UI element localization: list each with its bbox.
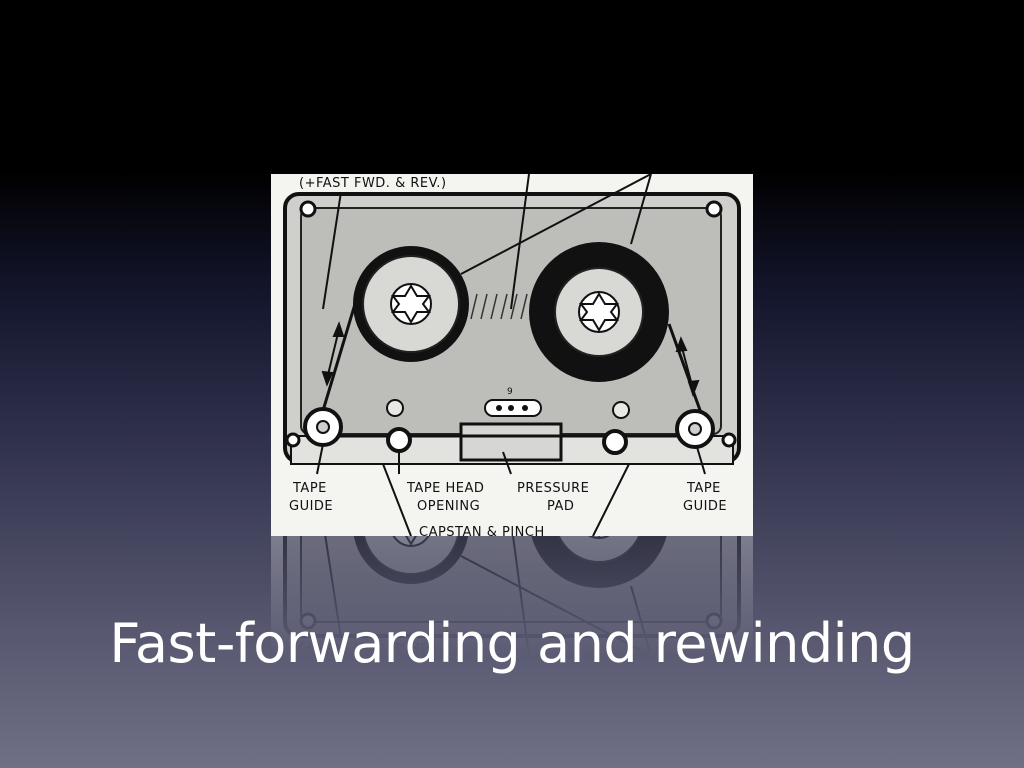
screw bbox=[299, 612, 317, 630]
cassette-diagram: 9 (+FAST FWD. & REV.) TAPE GUIDE TAPE HE… bbox=[271, 174, 753, 536]
diagram-reflection-copy: 9 (+FAST FWD. & REV.) TAPE GUIDE TAPE HE… bbox=[271, 536, 753, 656]
cassette-window bbox=[300, 536, 722, 623]
cassette-shell bbox=[283, 536, 741, 638]
screw bbox=[285, 432, 301, 448]
right-guide-label-line1: TAPE bbox=[686, 481, 721, 496]
left-tape-guide bbox=[303, 407, 343, 447]
tape-head-opening-label-line2: OPENING bbox=[417, 499, 480, 514]
screw bbox=[705, 200, 723, 218]
head-opening-frame bbox=[459, 422, 563, 462]
center-slot-dot bbox=[522, 405, 528, 411]
pointer-lines bbox=[316, 174, 706, 536]
center-slot-dot bbox=[496, 405, 502, 411]
window-hatching bbox=[470, 293, 528, 320]
pressure-pad-label-line1: PRESSURE bbox=[517, 481, 589, 496]
left-capstan-hole bbox=[386, 427, 412, 453]
screw bbox=[705, 612, 723, 630]
left-reel bbox=[353, 246, 469, 362]
top-label: (+FAST FWD. & REV.) bbox=[299, 176, 447, 191]
right-reel bbox=[529, 242, 669, 382]
pointer-lines bbox=[324, 536, 652, 656]
screw bbox=[299, 200, 317, 218]
left-reel bbox=[353, 536, 469, 584]
capstan-label: CAPSTAN & PINCH bbox=[419, 525, 545, 536]
cassette-diagram-reflection-svg: 9 (+FAST FWD. & REV.) TAPE GUIDE TAPE HE… bbox=[283, 536, 741, 656]
pressure-pad-label-line2: PAD bbox=[547, 499, 574, 514]
screw bbox=[721, 432, 737, 448]
top-label: (+FAST FWD. & REV.) bbox=[299, 639, 447, 654]
locator-hole bbox=[612, 401, 630, 419]
right-tape-guide bbox=[675, 409, 715, 449]
right-capstan-hole bbox=[602, 429, 628, 455]
left-guide-label-line1: TAPE bbox=[292, 481, 327, 496]
center-slot-dot bbox=[508, 405, 514, 411]
small-mark: 9 bbox=[507, 387, 513, 397]
left-guide-label-line2: GUIDE bbox=[289, 499, 333, 514]
slide-title: Fast-forwarding and rewinding bbox=[109, 612, 915, 675]
tape-head-opening-label-line1: TAPE HEAD bbox=[406, 481, 484, 496]
diagram-reflection: 9 (+FAST FWD. & REV.) TAPE GUIDE TAPE HE… bbox=[271, 536, 753, 656]
cassette-diagram-svg: 9 (+FAST FWD. & REV.) TAPE GUIDE TAPE HE… bbox=[283, 174, 741, 536]
right-guide-label-line2: GUIDE bbox=[683, 499, 727, 514]
locator-hole bbox=[386, 399, 404, 417]
right-reel bbox=[531, 536, 667, 588]
direction-arrows bbox=[321, 321, 700, 397]
